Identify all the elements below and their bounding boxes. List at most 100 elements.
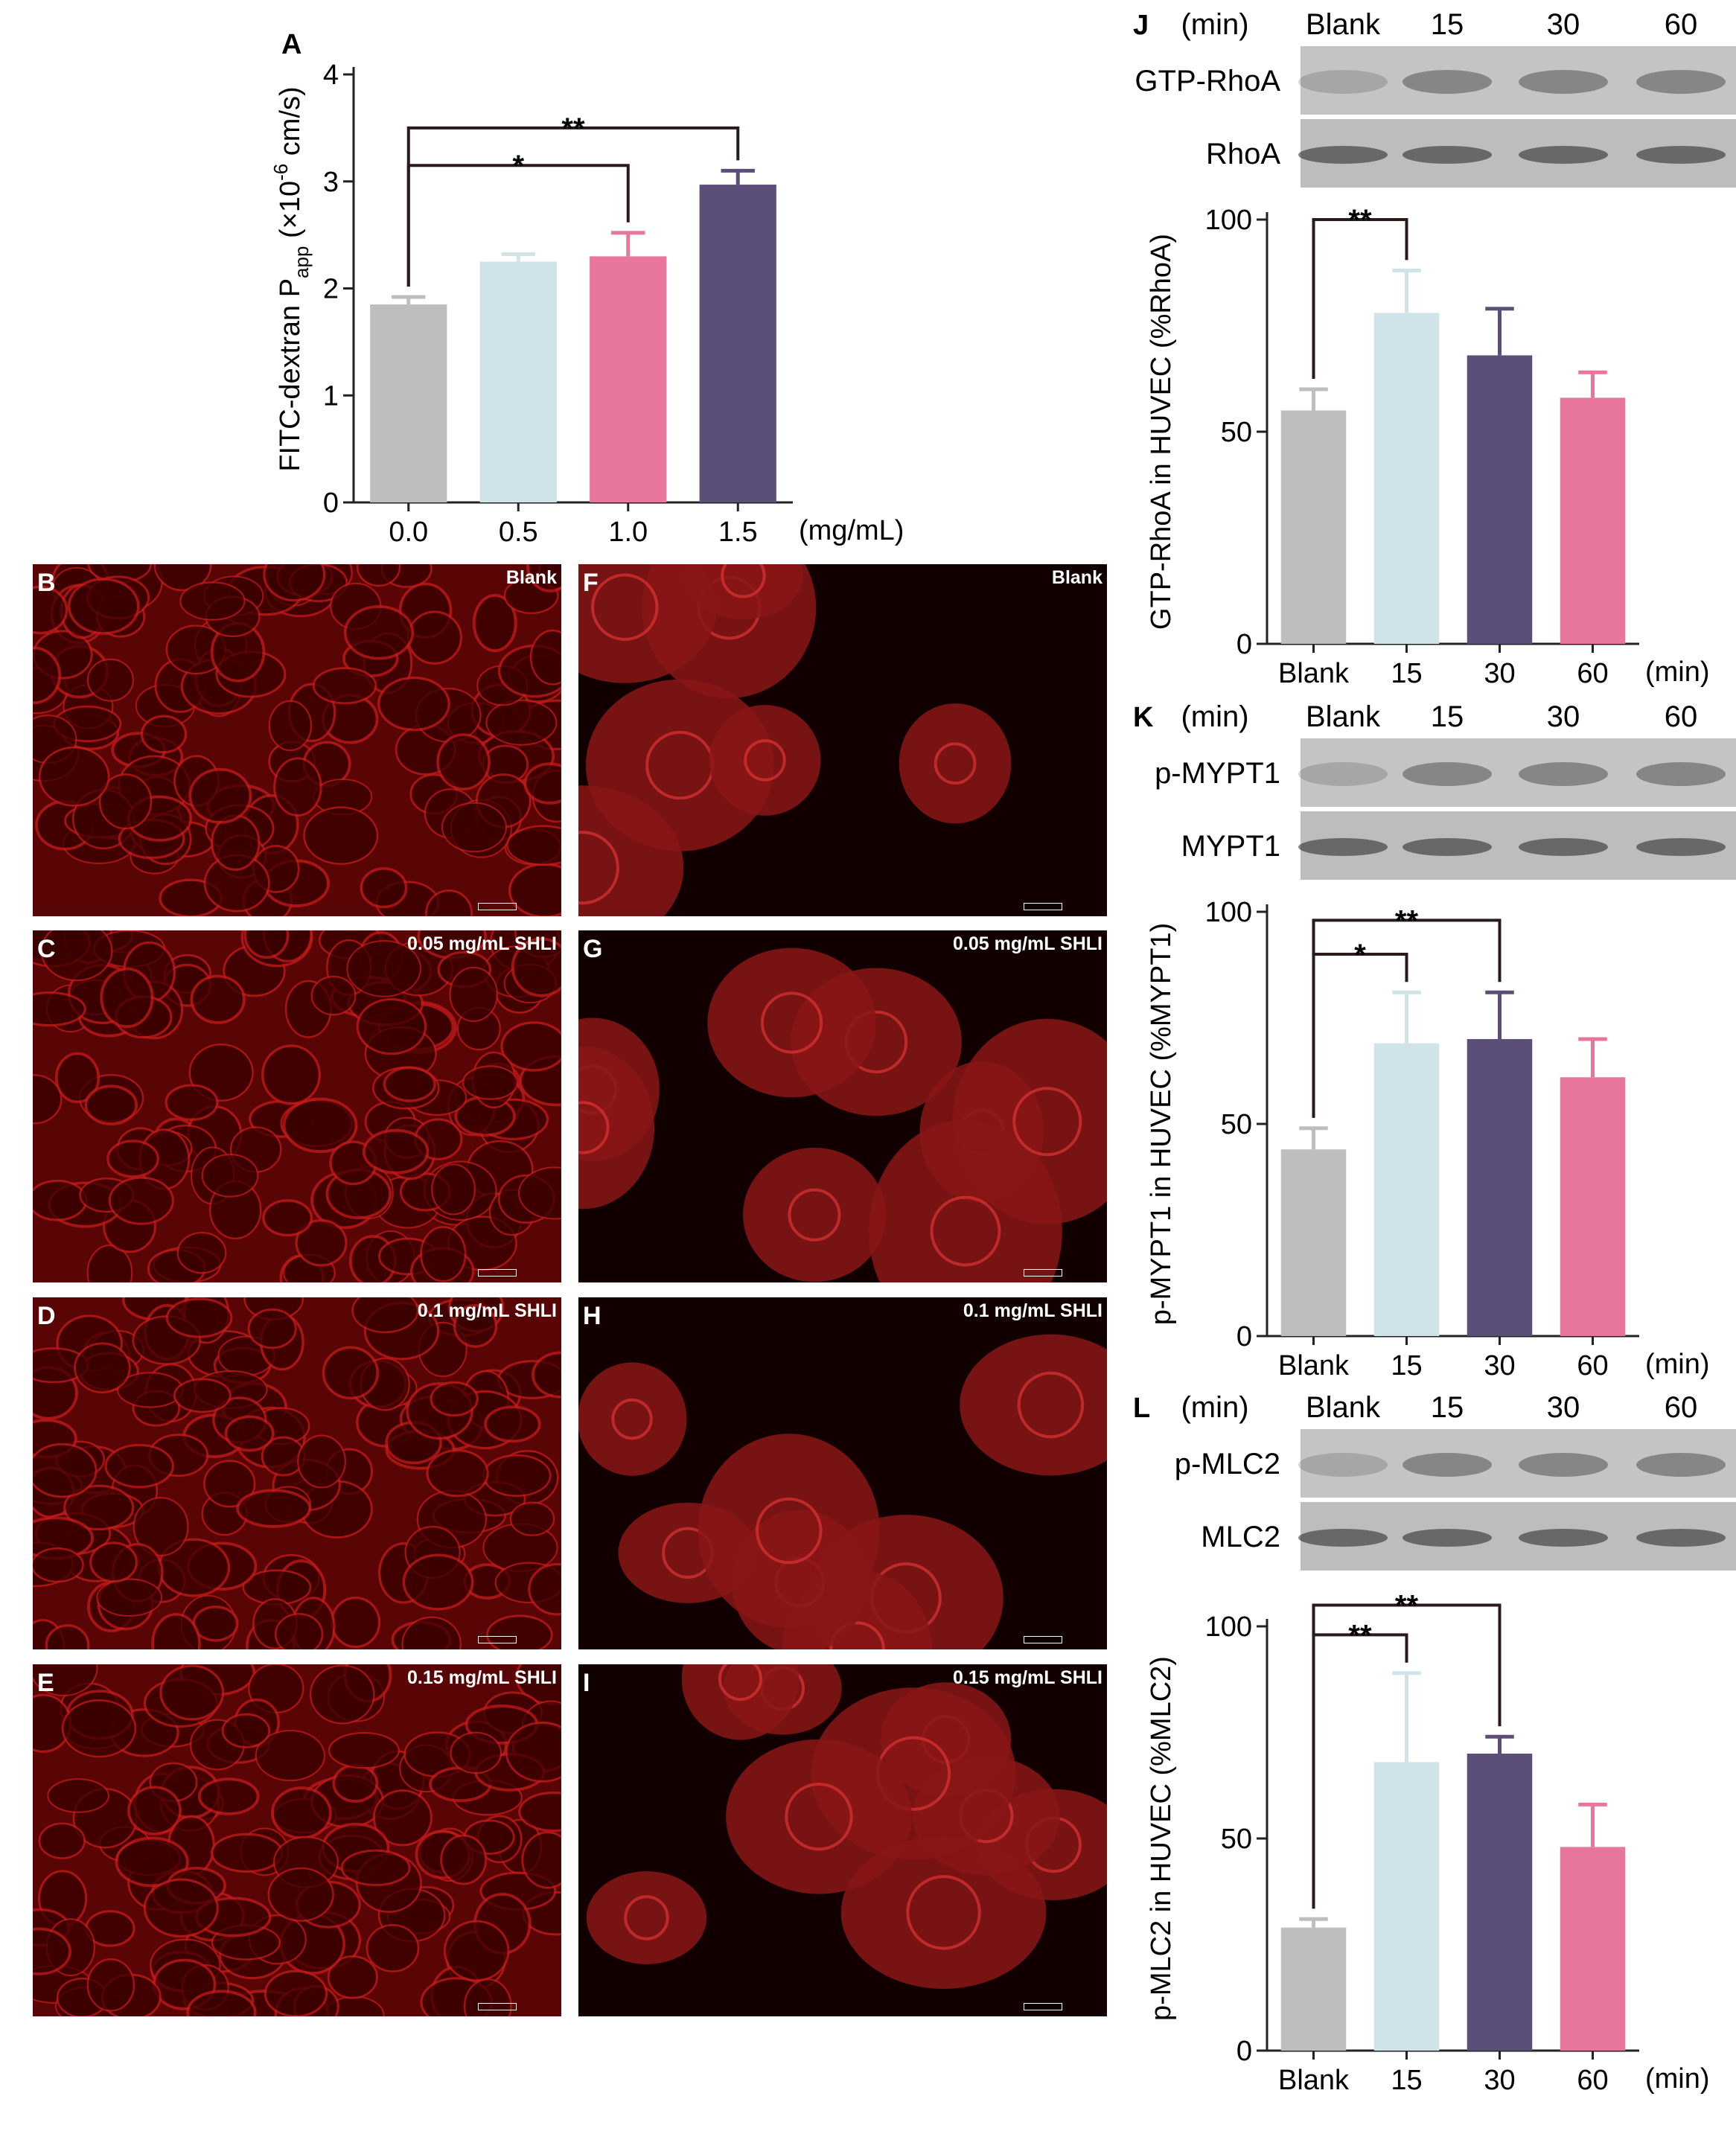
cell-outline (431, 1163, 476, 1215)
cell-outline (106, 1140, 159, 1178)
cell-outline (511, 937, 561, 997)
micrograph-e: E 0.15 mg/mL SHLI (33, 1664, 561, 2016)
cell-outline (104, 1443, 175, 1489)
blot-lane-label: 30 (1547, 8, 1580, 41)
y-axis-label: p-MYPT1 in HUVEC (%MYPT1) (1146, 923, 1177, 1326)
cell-outline (186, 1990, 257, 2016)
cell-nucleus (1017, 1371, 1085, 1439)
cell-body (899, 703, 1012, 824)
blot-row-label: RhoA (1206, 138, 1280, 170)
blot-band (1519, 70, 1608, 94)
blot-lane-label: Blank (1306, 8, 1381, 41)
cell-outline (328, 1731, 401, 1769)
micrograph-b: B Blank (33, 564, 561, 916)
x-tick-label: 30 (1484, 658, 1515, 689)
blot-lane-label: 60 (1665, 1391, 1698, 1424)
significance-bracket (406, 164, 630, 287)
scale-bar (478, 903, 517, 910)
blot-band (1636, 838, 1726, 856)
cell-outline (201, 1153, 259, 1198)
y-tick-label: 100 (1205, 1611, 1252, 1643)
micrograph-caption: 0.05 mg/mL SHLI (407, 933, 557, 954)
micrograph-f: F Blank (578, 564, 1107, 916)
x-unit-label: (mg/mL) (799, 515, 904, 546)
blot-band (1636, 1453, 1726, 1477)
cell-outline (33, 1927, 71, 1975)
significance-bracket (1312, 218, 1408, 379)
cell-outline (482, 1454, 552, 1498)
blot-band (1402, 1529, 1492, 1547)
panel-letter: G (583, 935, 603, 963)
significance-label: ** (1348, 1619, 1372, 1652)
cell-outline (331, 1596, 381, 1649)
blot-band (1402, 762, 1492, 786)
panel-letter: I (583, 1669, 590, 1697)
cell-outline (443, 1920, 510, 1982)
bar (1280, 1149, 1347, 1336)
cell-outline (210, 1833, 284, 1873)
cell-outline (523, 762, 561, 805)
cell-outline (61, 1699, 137, 1758)
x-tick-label: Blank (1278, 2065, 1350, 2096)
cell-outline (383, 1066, 436, 1102)
cell-outline (532, 1351, 561, 1399)
blot-band (1402, 1453, 1492, 1477)
cell-outline (179, 581, 246, 621)
cell-outline (33, 1179, 88, 1221)
blot-lane-label: 15 (1431, 1391, 1464, 1424)
cell-outline (526, 564, 561, 592)
blot-band (1298, 762, 1388, 786)
panel-letter: H (583, 1302, 601, 1330)
bar (1280, 410, 1347, 644)
x-tick-label: 60 (1577, 2065, 1608, 2096)
blot-band (1519, 762, 1608, 786)
y-tick-label: 0 (1236, 2036, 1252, 2067)
scale-bar (1024, 1636, 1062, 1643)
cell-nucleus (611, 1398, 653, 1440)
cell-outline (151, 1612, 201, 1649)
blot-lane-label: 30 (1547, 1391, 1580, 1424)
micrograph-texture (578, 564, 1012, 916)
cell-outline (343, 605, 415, 660)
cell-outline (273, 757, 322, 817)
micrograph-texture (578, 948, 1107, 1282)
cell-outline (282, 1097, 358, 1154)
y-tick-label: 1 (323, 380, 339, 412)
cell-nucleus (760, 991, 823, 1054)
cell-outline (462, 1065, 519, 1100)
cell-outline (98, 773, 153, 830)
panel-letter: D (37, 1302, 56, 1330)
cell-outline (33, 991, 86, 1027)
cell-nucleus (578, 1101, 610, 1154)
micrograph-caption: 0.15 mg/mL SHLI (953, 1667, 1102, 1688)
cell-outline (54, 1052, 100, 1104)
cell-outline (67, 578, 140, 635)
panel-letter: C (37, 935, 56, 963)
significance-label: ** (561, 112, 585, 145)
scale-bar (1024, 903, 1062, 910)
cell-outline (372, 1789, 433, 1847)
cell-outline (40, 930, 113, 982)
cell-outline (453, 1304, 498, 1348)
x-tick-label: Blank (1278, 1350, 1350, 1381)
cell-outline (165, 1084, 219, 1121)
cell-outline (322, 1346, 380, 1400)
blot-band (1636, 70, 1726, 94)
blot-band (1519, 1453, 1608, 1477)
cell-body (698, 1434, 880, 1629)
cell-outline (173, 1378, 232, 1413)
cell-nucleus (756, 1497, 823, 1565)
cell-outline (484, 1405, 541, 1443)
significance-label: * (1354, 939, 1366, 971)
micrograph-caption: 0.1 mg/mL SHLI (417, 1300, 557, 1321)
blot-header-unit: (min) (1181, 1391, 1248, 1424)
y-tick-label: 4 (323, 60, 339, 91)
scale-bar (1024, 1269, 1062, 1277)
cell-outline (63, 1484, 135, 1531)
micrograph-g: G 0.05 mg/mL SHLI (578, 930, 1107, 1282)
cell-outline (261, 1044, 322, 1105)
bar (1467, 355, 1533, 644)
blot-lane-label: Blank (1306, 1391, 1381, 1424)
cell-outline (505, 1721, 561, 1783)
cell-nucleus (906, 1875, 981, 1950)
